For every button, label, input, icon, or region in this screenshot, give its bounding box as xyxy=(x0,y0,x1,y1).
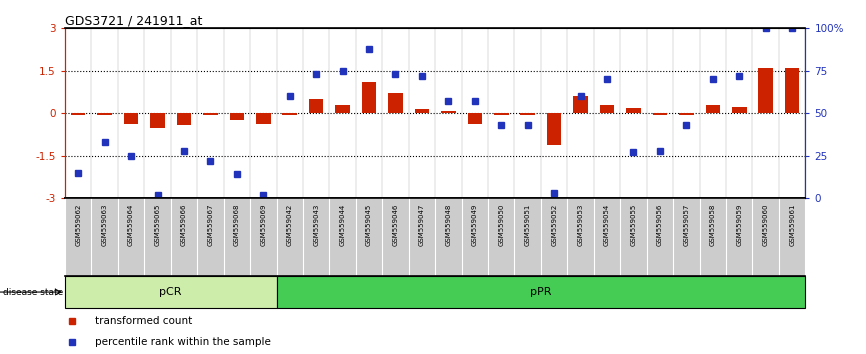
Bar xyxy=(785,68,799,113)
Text: GSM559052: GSM559052 xyxy=(551,204,557,246)
Bar xyxy=(388,93,403,113)
Bar xyxy=(150,113,165,128)
Bar xyxy=(441,111,456,113)
Text: GSM559056: GSM559056 xyxy=(657,204,663,246)
Bar xyxy=(362,81,377,113)
Text: GSM559061: GSM559061 xyxy=(789,204,795,246)
Text: GSM559069: GSM559069 xyxy=(261,204,266,246)
Text: GSM559049: GSM559049 xyxy=(472,204,478,246)
Bar xyxy=(600,105,614,113)
Text: GSM559064: GSM559064 xyxy=(128,204,134,246)
Text: GSM559059: GSM559059 xyxy=(736,204,742,246)
Bar xyxy=(679,113,694,115)
Text: GSM559066: GSM559066 xyxy=(181,204,187,246)
Text: GSM559067: GSM559067 xyxy=(207,204,213,246)
Bar xyxy=(204,113,217,115)
Bar xyxy=(653,113,667,115)
Text: GSM559057: GSM559057 xyxy=(683,204,689,246)
Bar xyxy=(732,107,746,113)
Bar xyxy=(282,113,297,115)
Text: GSM559065: GSM559065 xyxy=(154,204,160,246)
Text: disease state: disease state xyxy=(3,287,63,297)
Text: GDS3721 / 241911_at: GDS3721 / 241911_at xyxy=(65,14,203,27)
Bar xyxy=(626,108,641,113)
Bar xyxy=(124,113,139,124)
Text: GSM559063: GSM559063 xyxy=(101,204,107,246)
Text: transformed count: transformed count xyxy=(94,316,191,326)
Bar xyxy=(468,113,482,124)
Text: pCR: pCR xyxy=(159,287,182,297)
Text: GSM559054: GSM559054 xyxy=(604,204,610,246)
Bar xyxy=(256,113,270,124)
Text: GSM559053: GSM559053 xyxy=(578,204,584,246)
Text: GSM559051: GSM559051 xyxy=(525,204,531,246)
Bar xyxy=(547,113,561,145)
Text: GSM559062: GSM559062 xyxy=(75,204,81,246)
Text: GSM559046: GSM559046 xyxy=(392,204,398,246)
Text: GSM559047: GSM559047 xyxy=(419,204,425,246)
Text: GSM559042: GSM559042 xyxy=(287,204,293,246)
Bar xyxy=(494,113,508,115)
Text: percentile rank within the sample: percentile rank within the sample xyxy=(94,337,270,348)
Bar xyxy=(309,98,323,113)
Text: GSM559045: GSM559045 xyxy=(366,204,372,246)
Text: GSM559048: GSM559048 xyxy=(445,204,451,246)
Text: GSM559060: GSM559060 xyxy=(763,204,769,246)
Bar xyxy=(65,276,276,308)
Text: GSM559068: GSM559068 xyxy=(234,204,240,246)
Bar xyxy=(573,96,588,113)
Text: GSM559050: GSM559050 xyxy=(498,204,504,246)
Bar xyxy=(706,105,721,113)
Text: pPR: pPR xyxy=(530,287,552,297)
Bar xyxy=(415,109,430,113)
Bar xyxy=(229,113,244,120)
Bar xyxy=(520,113,535,115)
Bar xyxy=(335,105,350,113)
Text: GSM559058: GSM559058 xyxy=(710,204,716,246)
Bar xyxy=(177,113,191,125)
Text: GSM559055: GSM559055 xyxy=(630,204,637,246)
Bar xyxy=(276,276,805,308)
Text: GSM559044: GSM559044 xyxy=(339,204,346,246)
Bar xyxy=(71,113,86,115)
Text: GSM559043: GSM559043 xyxy=(313,204,320,246)
Bar xyxy=(759,68,773,113)
Bar xyxy=(97,113,112,115)
